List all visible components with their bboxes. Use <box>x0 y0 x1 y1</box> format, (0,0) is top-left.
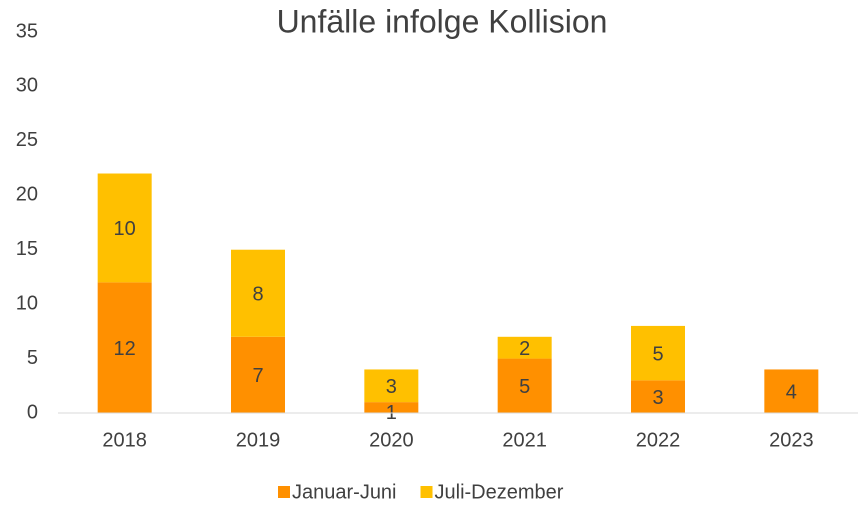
bar-segment <box>231 249 285 337</box>
legend-swatch <box>278 486 290 498</box>
y-tick-label: 20 <box>16 184 38 206</box>
x-tick-label: 2023 <box>769 429 814 451</box>
bar-segment <box>97 173 152 283</box>
bar-segment <box>497 358 552 413</box>
data-label: 4 <box>786 382 797 404</box>
data-label: 2 <box>519 338 530 360</box>
bar-segment <box>364 369 419 403</box>
data-label: 3 <box>652 387 663 409</box>
legend-swatch <box>420 486 433 498</box>
data-label: 8 <box>252 284 263 306</box>
data-label: 5 <box>652 343 663 365</box>
x-tick-label: 2022 <box>636 429 681 451</box>
chart-title: Unfälle infolge Kollision <box>277 3 608 39</box>
y-tick-label: 5 <box>27 347 38 369</box>
x-tick-label: 2020 <box>369 429 414 451</box>
data-label: 5 <box>519 376 530 398</box>
bar-segment <box>764 369 819 413</box>
bar-segment <box>497 336 552 359</box>
data-label: 12 <box>114 338 136 360</box>
y-tick-label: 10 <box>16 292 38 314</box>
y-tick-label: 25 <box>16 129 38 151</box>
legend-label: Juli-Dezember <box>435 481 564 503</box>
bar-segment <box>631 325 685 381</box>
bar-segment <box>231 336 285 413</box>
y-tick-label: 35 <box>16 20 38 42</box>
data-label: 7 <box>252 365 263 387</box>
x-tick-label: 2019 <box>236 429 281 451</box>
data-label: 10 <box>114 218 136 240</box>
data-label: 3 <box>386 376 397 398</box>
bar-segment <box>97 282 152 413</box>
legend-label: Januar-Juni <box>292 481 397 503</box>
bar-segment <box>364 402 419 413</box>
x-tick-label: 2021 <box>502 429 547 451</box>
y-tick-label: 15 <box>16 238 38 260</box>
x-tick-label: 2018 <box>102 429 147 451</box>
y-tick-label: 30 <box>16 75 38 97</box>
bar-segment <box>631 380 685 413</box>
y-tick-label: 0 <box>27 401 38 423</box>
